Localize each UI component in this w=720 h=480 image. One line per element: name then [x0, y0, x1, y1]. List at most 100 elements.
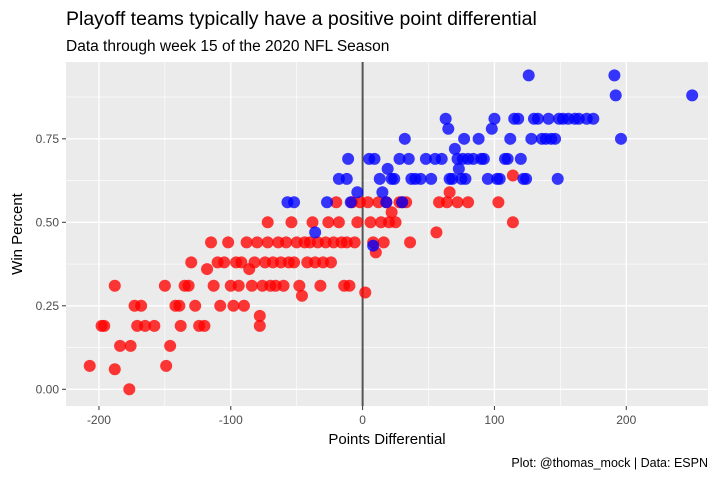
data-point — [512, 112, 525, 125]
data-point — [321, 196, 334, 209]
data-point — [440, 196, 453, 209]
y-axis-title: Win Percent — [9, 192, 26, 275]
data-point — [419, 152, 432, 165]
data-point — [198, 319, 211, 332]
data-point — [253, 319, 266, 332]
data-point — [158, 279, 171, 292]
data-point — [295, 289, 308, 302]
data-point — [174, 319, 187, 332]
data-point — [173, 299, 186, 312]
data-point — [351, 186, 364, 199]
data-point — [404, 236, 417, 249]
data-point — [488, 112, 501, 125]
data-point — [506, 169, 519, 182]
data-point — [285, 216, 298, 229]
data-point — [402, 152, 415, 165]
data-point — [506, 216, 519, 229]
data-point — [462, 196, 475, 209]
data-point — [261, 216, 274, 229]
data-point — [380, 196, 393, 209]
data-point — [280, 236, 293, 249]
data-point — [361, 196, 374, 209]
data-point — [459, 172, 472, 185]
data-point — [522, 69, 535, 82]
data-point — [414, 172, 427, 185]
data-point — [182, 279, 195, 292]
x-axis-title: Points Differential — [328, 431, 445, 448]
data-point — [108, 363, 121, 376]
data-point — [388, 172, 401, 185]
data-point — [205, 236, 218, 249]
data-point — [343, 279, 356, 292]
y-tick-label: 0.75 — [36, 132, 60, 146]
data-point — [385, 206, 398, 219]
data-point — [492, 196, 505, 209]
data-point — [340, 172, 353, 185]
data-point — [485, 122, 498, 135]
data-point — [477, 152, 490, 165]
data-point — [514, 152, 527, 165]
data-point — [609, 89, 622, 102]
y-tick-label: 0.25 — [36, 299, 60, 313]
data-points — [83, 69, 699, 396]
chart-subtitle: Data through week 15 of the 2020 NFL Sea… — [66, 38, 390, 55]
data-point — [501, 152, 514, 165]
data-point — [549, 132, 562, 145]
data-point — [472, 132, 485, 145]
data-point — [393, 152, 406, 165]
data-point — [261, 236, 274, 249]
y-tick-label: 0.00 — [36, 382, 60, 396]
data-point — [160, 359, 173, 372]
data-point — [309, 226, 322, 239]
data-point — [164, 339, 177, 352]
data-point — [520, 172, 533, 185]
data-point — [245, 279, 258, 292]
data-point — [442, 122, 455, 135]
data-point — [189, 299, 202, 312]
data-point — [348, 236, 361, 249]
data-point — [222, 236, 235, 249]
data-point — [288, 256, 301, 269]
data-point — [342, 152, 355, 165]
data-point — [288, 196, 301, 209]
data-point — [551, 172, 564, 185]
data-point — [139, 319, 152, 332]
data-point — [277, 279, 290, 292]
data-point — [124, 339, 137, 352]
data-point — [531, 112, 544, 125]
x-tick-label: -100 — [219, 413, 243, 427]
data-point — [446, 172, 459, 185]
data-point — [376, 186, 389, 199]
data-point — [98, 319, 111, 332]
x-tick-label: 100 — [484, 413, 504, 427]
data-point — [232, 279, 245, 292]
data-point — [614, 132, 627, 145]
x-tick-label: -200 — [87, 413, 111, 427]
data-point — [322, 216, 335, 229]
data-point — [381, 162, 394, 175]
data-point — [344, 196, 357, 209]
data-point — [525, 132, 538, 145]
data-point — [493, 172, 506, 185]
data-point — [251, 236, 264, 249]
data-point — [430, 226, 443, 239]
data-point — [396, 196, 409, 209]
data-point — [389, 216, 402, 229]
data-point — [435, 152, 448, 165]
data-point — [314, 279, 327, 292]
data-point — [458, 132, 471, 145]
data-point — [481, 172, 494, 185]
data-point — [439, 112, 452, 125]
data-point — [359, 286, 372, 299]
data-point — [306, 216, 319, 229]
data-point — [451, 196, 464, 209]
data-point — [324, 256, 337, 269]
data-point — [114, 339, 127, 352]
data-point — [504, 132, 517, 145]
data-point — [448, 142, 461, 155]
data-point — [135, 299, 148, 312]
data-point — [443, 186, 456, 199]
data-point — [227, 299, 240, 312]
data-point — [542, 112, 555, 125]
data-point — [185, 256, 198, 269]
